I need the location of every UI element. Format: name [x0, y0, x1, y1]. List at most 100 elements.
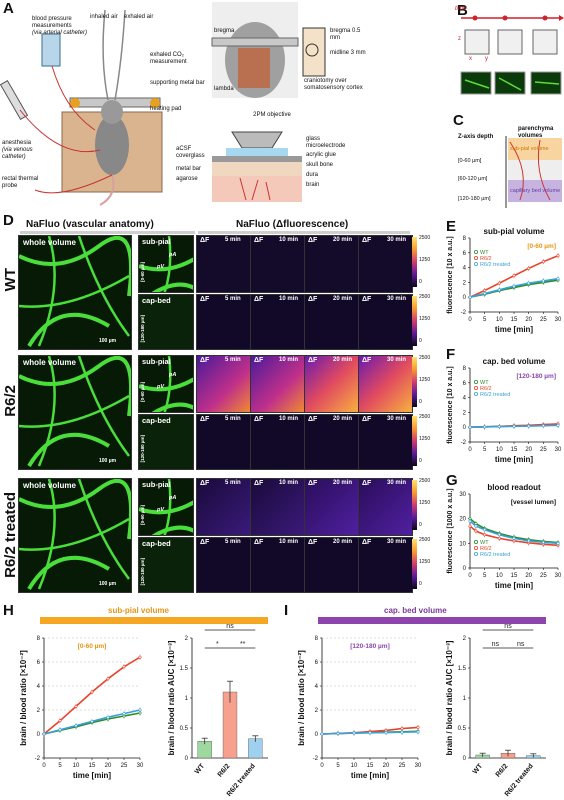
y-tick-label: 2 — [185, 636, 189, 642]
series-line-0 — [469, 518, 559, 544]
d-right-title-bar — [198, 231, 410, 234]
bregma-label: bregma — [214, 28, 235, 34]
y-axis-label: brain / blood ratio [×10⁻²] — [297, 650, 306, 746]
x-category-label: R6/2 — [217, 763, 232, 779]
time-label: 5 min — [225, 539, 241, 545]
panel-label-a: A — [3, 0, 14, 17]
pa-label: pA — [169, 372, 177, 378]
y-tick-label: 10 — [459, 541, 466, 547]
capbed-band-label: capillary bed volume — [510, 188, 561, 194]
subpial-image: sub-pial [0-60 µm] pA pV — [138, 355, 194, 413]
vessel — [163, 236, 172, 292]
annotation: [0-60 µm] — [78, 643, 107, 650]
legend-label: WT — [480, 540, 489, 546]
y-label: y — [485, 56, 488, 62]
skull-label: skull bone — [306, 162, 334, 168]
df-label: ΔF — [254, 539, 264, 546]
legend-marker — [473, 261, 478, 266]
midline-label: midline 3 mm — [330, 50, 366, 56]
data-point — [541, 540, 545, 544]
data-point — [541, 260, 545, 264]
df-label: ΔF — [308, 416, 318, 423]
time-label: 20 min — [333, 296, 353, 302]
whole-volume-image: whole volume 100 µm — [18, 355, 132, 470]
colorbar-tick: 2500 — [419, 414, 431, 420]
data-point — [497, 533, 501, 537]
panel-b-illustration: time z x y — [455, 0, 564, 110]
data-point — [138, 655, 142, 659]
data-point — [497, 536, 501, 540]
x-tick-label: 15 — [89, 763, 96, 769]
subpial-band — [508, 138, 562, 160]
brain-vessels — [239, 177, 271, 201]
vessel — [37, 356, 56, 467]
arterial-line — [51, 65, 96, 131]
df-capbed-4: ΔF 30 min — [358, 294, 413, 350]
data-point — [483, 291, 487, 295]
time-label: 30 min — [387, 357, 407, 363]
x-tick-label: 20 — [383, 763, 390, 769]
data-point — [556, 541, 560, 545]
time-label: 20 min — [333, 237, 353, 243]
time-label: 10 min — [279, 296, 299, 302]
panel-label-d: D — [3, 212, 14, 229]
y-tick-label: 1 — [463, 696, 467, 702]
colorbar — [412, 539, 417, 589]
df-label: ΔF — [362, 237, 372, 244]
y-tick-label: 2 — [463, 280, 467, 286]
x-tick-label: 5 — [58, 763, 62, 769]
agarose-layer — [212, 162, 302, 176]
d-left-title-bar — [20, 231, 195, 234]
df-subpial-2: ΔF 10 min — [250, 355, 305, 413]
vessel-network — [19, 236, 131, 348]
capbed-label: cap-bed — [142, 539, 171, 548]
subpial-label: sub-pial — [142, 237, 171, 246]
df-subpial-1: ΔF 5 min — [196, 235, 251, 293]
data-point — [497, 425, 501, 429]
df-capbed-3: ΔF 20 min — [304, 294, 359, 350]
y-axis-label: brain / blood ratio AUC [×10⁻³] — [445, 640, 454, 755]
data-point — [527, 424, 531, 428]
i-header-label: cap. bed volume — [384, 606, 447, 615]
colorbar-tick: 2500 — [419, 478, 431, 484]
legend-label: R6/2 — [480, 386, 492, 392]
df-label: ΔF — [362, 357, 372, 364]
data-point — [416, 730, 420, 734]
craniotomy-inset — [302, 27, 326, 77]
colorbar — [412, 296, 417, 346]
data-point — [474, 524, 478, 528]
x-tick-label: 15 — [367, 763, 374, 769]
x-tick-label: 20 — [525, 317, 532, 323]
data-point — [352, 731, 356, 735]
df-subpial-4: ΔF 30 min — [358, 235, 413, 293]
x-tick-label: 30 — [415, 763, 422, 769]
objective-label: 2PM objective — [253, 112, 291, 118]
data-point — [527, 266, 531, 270]
x-tick-label: 10 — [496, 573, 503, 579]
vessel — [27, 432, 111, 468]
colorbar — [412, 416, 417, 466]
data-point — [497, 288, 501, 292]
df-label: ΔF — [200, 357, 210, 364]
df-label: ΔF — [254, 237, 264, 244]
x-axis-label: time [min] — [351, 771, 390, 780]
co2-label: exhaled CO₂ measurement — [150, 52, 187, 65]
data-point — [320, 732, 324, 736]
df-capbed-4: ΔF 30 min — [358, 414, 413, 470]
x-axis-label: time [min] — [495, 455, 534, 464]
vessel-network — [19, 356, 131, 468]
data-point — [474, 529, 478, 533]
time-label: 20 min — [333, 357, 353, 363]
time-label: 10 min — [279, 480, 299, 486]
panel-label-i: I — [284, 602, 289, 619]
data-point — [483, 528, 487, 532]
vessel — [19, 394, 130, 428]
time-label: 10 min — [279, 539, 299, 545]
pa-label: pA — [169, 252, 177, 258]
df-label: ΔF — [362, 416, 372, 423]
timepoint-1 — [472, 15, 478, 21]
glass-label: glass microelectrode — [306, 136, 346, 149]
df-label: ΔF — [254, 480, 264, 487]
x-tick-label: 10 — [496, 317, 503, 323]
colorbar-tick: 0 — [419, 399, 422, 405]
